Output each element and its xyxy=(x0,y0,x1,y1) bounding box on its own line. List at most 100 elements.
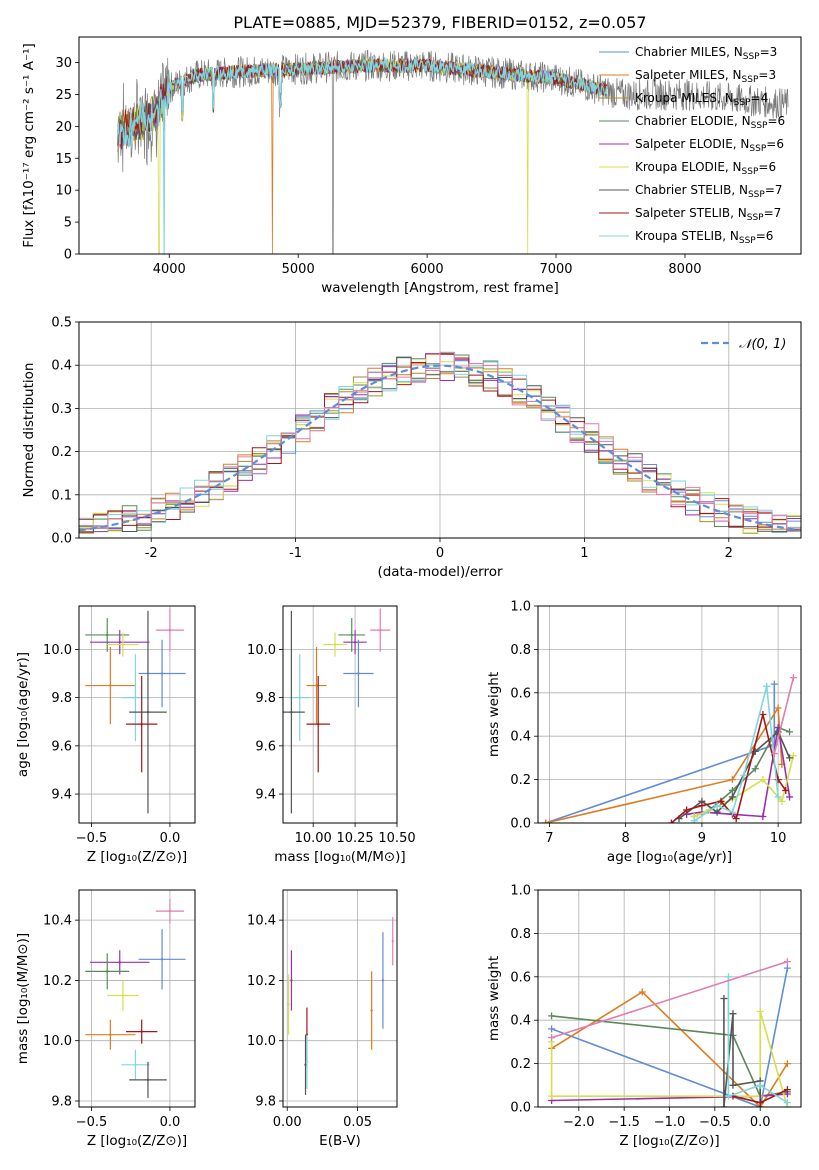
errorbar-point xyxy=(109,684,112,687)
x-axis-label: wavelength [Angstrom, rest frame] xyxy=(321,280,559,296)
legend-sub: SSP xyxy=(743,52,760,62)
weight-line-chabrier-miles xyxy=(551,967,789,1107)
legend-label: Kroupa ELODIE, N xyxy=(635,160,742,174)
axes-frame xyxy=(282,889,398,1108)
errorbar-point xyxy=(106,633,109,637)
age-vs-mass-panel: 10.00 10.25 10.50 9.4 9.6 9.8 10.0 mass [log₁₀(… xyxy=(247,605,416,865)
y-tick-label: 0.2 xyxy=(510,773,531,788)
x-tick-label: 0 xyxy=(436,546,444,561)
x-axis-label: mass [log₁₀(M/M⊙)] xyxy=(274,849,405,865)
x-tick-label: 0.00 xyxy=(273,1115,302,1130)
y-tick-label: 10.4 xyxy=(247,914,276,929)
y-axis-label: mass weight xyxy=(486,672,502,757)
weight-marker xyxy=(732,815,740,823)
axes-frame xyxy=(78,321,802,539)
weight-lines-area xyxy=(548,958,791,1107)
axes-frame xyxy=(537,889,802,1108)
axes-frame xyxy=(537,605,802,824)
spectrum-panel: 4000 5000 6000 7000 8000 0 5 10 15 20 25 30 waveleng… xyxy=(21,13,802,296)
errorbar-point xyxy=(109,1033,112,1036)
y-tick-label: 10.0 xyxy=(43,1034,72,1049)
y-tick-label: 5 xyxy=(64,216,72,231)
normal-reference-curve xyxy=(79,364,801,532)
y-tick-label: 10.0 xyxy=(247,1034,276,1049)
legend-suffix: =6 xyxy=(767,114,785,128)
weight-marker xyxy=(770,680,778,688)
y-tick-label: 20 xyxy=(55,120,72,135)
y-tick-label: 0.4 xyxy=(510,730,531,745)
legend-label: Kroupa STELIB, N xyxy=(635,229,739,243)
x-tick-label: -2 xyxy=(145,546,158,561)
axes-frame xyxy=(78,36,802,255)
weight-marker xyxy=(548,1012,556,1020)
errorbar-point xyxy=(168,628,172,632)
errorbar-point xyxy=(118,961,121,964)
y-tick-label: 0.8 xyxy=(510,927,531,942)
y-tick-label: 0.2 xyxy=(51,445,72,460)
errorbar-point xyxy=(357,672,360,675)
x-tick-label: 7 xyxy=(545,831,553,846)
y-tick-label: 10.0 xyxy=(247,643,276,658)
x-tick-label: 10.25 xyxy=(336,831,373,846)
y-tick-label: 9.8 xyxy=(51,691,72,706)
y-tick-label: 10.2 xyxy=(247,974,276,989)
weight-line-kroupa-stelib xyxy=(727,976,788,1104)
y-axis-label: age [log₁₀(age/yr)] xyxy=(15,652,31,777)
x-tick-label: 8 xyxy=(622,831,630,846)
y-axis-label: Normed distribution xyxy=(21,363,37,498)
x-axis-label: (data-model)/error xyxy=(377,564,503,580)
legend-suffix: =6 xyxy=(766,137,784,151)
legend-label: Salpeter STELIB, N xyxy=(635,206,747,220)
weight-marker xyxy=(759,711,767,718)
x-tick-label: 0.0 xyxy=(750,1115,771,1130)
weight-marker xyxy=(690,817,698,823)
legend-sub: SSP xyxy=(749,144,766,154)
weight-marker xyxy=(783,1086,791,1094)
legend-label: Salpeter MILES, N xyxy=(635,68,742,82)
legend-suffix: =3 xyxy=(758,68,776,82)
weight-marker xyxy=(720,995,728,1002)
errorbar-point xyxy=(370,1009,373,1012)
errorbar-area xyxy=(287,917,394,1095)
legend-entry: Salpeter STELIB, NSSP=7 xyxy=(635,206,781,223)
errorbar-point xyxy=(118,640,121,644)
weight-lines-area xyxy=(542,674,797,823)
x-tick-label: 10.50 xyxy=(378,831,415,846)
weight-marker xyxy=(759,776,767,784)
legend-sub: SSP xyxy=(747,213,764,223)
weight-marker xyxy=(724,1092,732,1100)
weight-marker xyxy=(789,674,797,682)
weight-marker xyxy=(770,750,778,758)
legend-entry: Salpeter ELODIE, NSSP=6 xyxy=(635,137,784,154)
x-tick-label: −0.5 xyxy=(76,1115,108,1130)
y-tick-label: 9.8 xyxy=(51,1094,72,1109)
legend-sub: SSP xyxy=(742,75,759,85)
x-tick-label: 6000 xyxy=(411,262,444,277)
weight-marker xyxy=(759,812,767,820)
errorbar-area xyxy=(85,899,186,1098)
legend-entry: 𝒩(0, 1) xyxy=(739,337,786,352)
legend-entry: Kroupa MILES, NSSP=4 xyxy=(635,91,768,108)
errorbar-point xyxy=(305,1060,309,1063)
y-tick-label: 9.6 xyxy=(51,739,72,754)
x-tick-label: 4000 xyxy=(153,262,186,277)
weight-line-extra xyxy=(551,960,788,1039)
histogram-area xyxy=(79,351,801,534)
x-tick-label: 1 xyxy=(580,546,588,561)
weight-marker xyxy=(548,1025,556,1033)
errorbar-point xyxy=(168,909,172,913)
weight-marker xyxy=(728,793,736,801)
x-tick-label: 2 xyxy=(725,546,733,561)
errorbar-point xyxy=(140,1030,143,1033)
x-tick-label: 9 xyxy=(698,831,706,846)
legend-suffix: =4 xyxy=(751,91,769,105)
y-tick-label: 10.4 xyxy=(43,914,72,929)
age-vs-Z-panel: −0.5 0.0 9.4 9.6 9.8 10.0 Z [log₁₀(Z/Z⊙)] age [… xyxy=(15,605,196,865)
y-tick-label: 15 xyxy=(55,152,72,167)
weight-marker xyxy=(786,728,794,736)
x-tick-label: 5000 xyxy=(282,262,315,277)
chart-title: PLATE=0885, MJD=52379, FIBERID=0152, z=0… xyxy=(233,13,646,32)
y-tick-label: 0.6 xyxy=(510,686,531,701)
errorbar-point xyxy=(298,696,301,699)
